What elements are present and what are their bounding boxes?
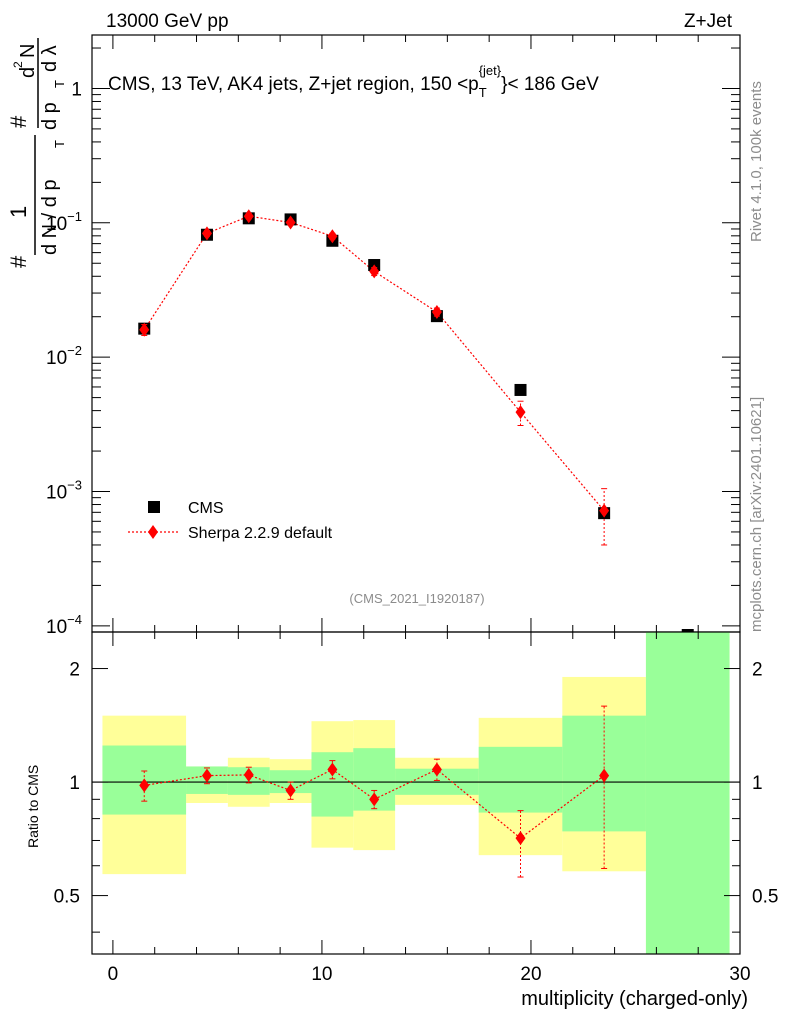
sherpa-point bbox=[515, 405, 526, 420]
sherpa-point bbox=[139, 322, 150, 337]
ylabel-n: N bbox=[17, 44, 39, 58]
ratio-plot-area bbox=[92, 632, 740, 954]
ylabel-hash1: # bbox=[6, 255, 31, 268]
main-axis-ticks: 1 10−1 10−2 10−3 10−4 bbox=[46, 35, 741, 638]
analysis-id: (CMS_2021_I1920187) bbox=[349, 591, 484, 606]
ratio-ytick-label: 0.5 bbox=[54, 887, 80, 908]
ratio-axis-ticks: 0 10 20 30 0.5 0.5 1 1 2 2 bbox=[54, 632, 778, 985]
main-plot-area bbox=[138, 209, 694, 634]
inner-band bbox=[645, 632, 730, 954]
ylabel-two: 2 bbox=[11, 61, 25, 68]
header-right: Z+Jet bbox=[684, 11, 733, 32]
ylabel-t2: T bbox=[52, 80, 67, 88]
header-left: 13000 GeV pp bbox=[106, 11, 229, 32]
title-sup: {jet} bbox=[479, 63, 502, 78]
ratio-ytick-label: 2 bbox=[69, 660, 80, 681]
sherpa-point bbox=[369, 264, 380, 279]
title-sub: T bbox=[479, 85, 487, 100]
ratio-point bbox=[243, 767, 254, 782]
ylabel-dlambda: d λ bbox=[39, 45, 61, 72]
ratio-point bbox=[369, 792, 380, 807]
main-panel: 1 10−1 10−2 10−3 10−4 CMS, 13 TeV, AK4 jets,… bbox=[6, 34, 741, 638]
main-frame bbox=[91, 34, 741, 633]
title-text: CMS, 13 TeV, AK4 jets, Z+jet region, 150… bbox=[108, 74, 479, 95]
main-ytick-label: 10−2 bbox=[46, 343, 82, 369]
ratio-ytick-label-right: 2 bbox=[752, 660, 763, 681]
ratio-point bbox=[599, 768, 610, 783]
title-end: }< 186 GeV bbox=[501, 74, 599, 95]
ratio-point bbox=[327, 762, 338, 777]
legend-marker-cms bbox=[148, 501, 160, 513]
ratio-ytick-label-right: 0.5 bbox=[752, 887, 778, 908]
main-ytick-label: 10−3 bbox=[46, 478, 82, 504]
legend-label-cms: CMS bbox=[188, 500, 224, 517]
main-ytick-label: 10−1 bbox=[46, 209, 82, 235]
sherpa-point bbox=[327, 229, 338, 244]
main-ytick-label: 10−4 bbox=[46, 612, 82, 638]
ylabel-dpt2: d p bbox=[39, 102, 61, 130]
ratio-point bbox=[201, 768, 212, 783]
sherpa-point bbox=[243, 209, 254, 224]
ratio-frame bbox=[91, 631, 741, 955]
ylabel-d: d bbox=[17, 67, 39, 78]
inner-band bbox=[478, 746, 563, 813]
ylabel-hash2: # bbox=[6, 115, 31, 128]
ylabel-one: 1 bbox=[6, 206, 31, 218]
ratio-panel: 0 10 20 30 0.5 0.5 1 1 2 2 Ratio to CMS multiplic… bbox=[25, 631, 778, 1010]
sherpa-point bbox=[599, 503, 610, 518]
legend: CMS Sherpa 2.2.9 default bbox=[128, 500, 333, 542]
ratio-point bbox=[515, 831, 526, 846]
xlabel: multiplicity (charged-only) bbox=[521, 988, 748, 1010]
sherpa-point bbox=[285, 215, 296, 230]
ratio-xtick-label: 30 bbox=[729, 964, 750, 985]
ratio-ytick-label: 1 bbox=[69, 773, 80, 794]
main-title: CMS, 13 TeV, AK4 jets, Z+jet region, 150… bbox=[108, 63, 599, 100]
ratio-xtick-label: 20 bbox=[520, 964, 541, 985]
ratio-point bbox=[431, 762, 442, 777]
ylabel-dn-dpt: d N / d p bbox=[39, 179, 61, 255]
legend-label-sherpa: Sherpa 2.2.9 default bbox=[188, 525, 333, 542]
ylabel-t1: T bbox=[52, 140, 67, 148]
rivet-label: Rivet 4.1.0, 100k events bbox=[748, 81, 765, 242]
legend-marker-sherpa bbox=[148, 525, 158, 539]
main-ytick-label: 1 bbox=[71, 79, 82, 100]
ratio-ylabel: Ratio to CMS bbox=[25, 765, 41, 848]
cms-point bbox=[514, 383, 527, 396]
ratio-xtick-label: 10 bbox=[311, 964, 332, 985]
ratio-xtick-label: 0 bbox=[108, 964, 119, 985]
ratio-point bbox=[139, 778, 150, 793]
ratio-ytick-label-right: 1 bbox=[752, 773, 763, 794]
sherpa-point bbox=[201, 226, 212, 241]
main-ylabel: # 1 d N / d p T # d 2 N d p T d λ bbox=[6, 38, 67, 268]
sherpa-point bbox=[431, 304, 442, 319]
ratio-point bbox=[285, 783, 296, 798]
mcplots-label: mcplots.cern.ch [arXiv:2401.10621] bbox=[748, 397, 765, 632]
